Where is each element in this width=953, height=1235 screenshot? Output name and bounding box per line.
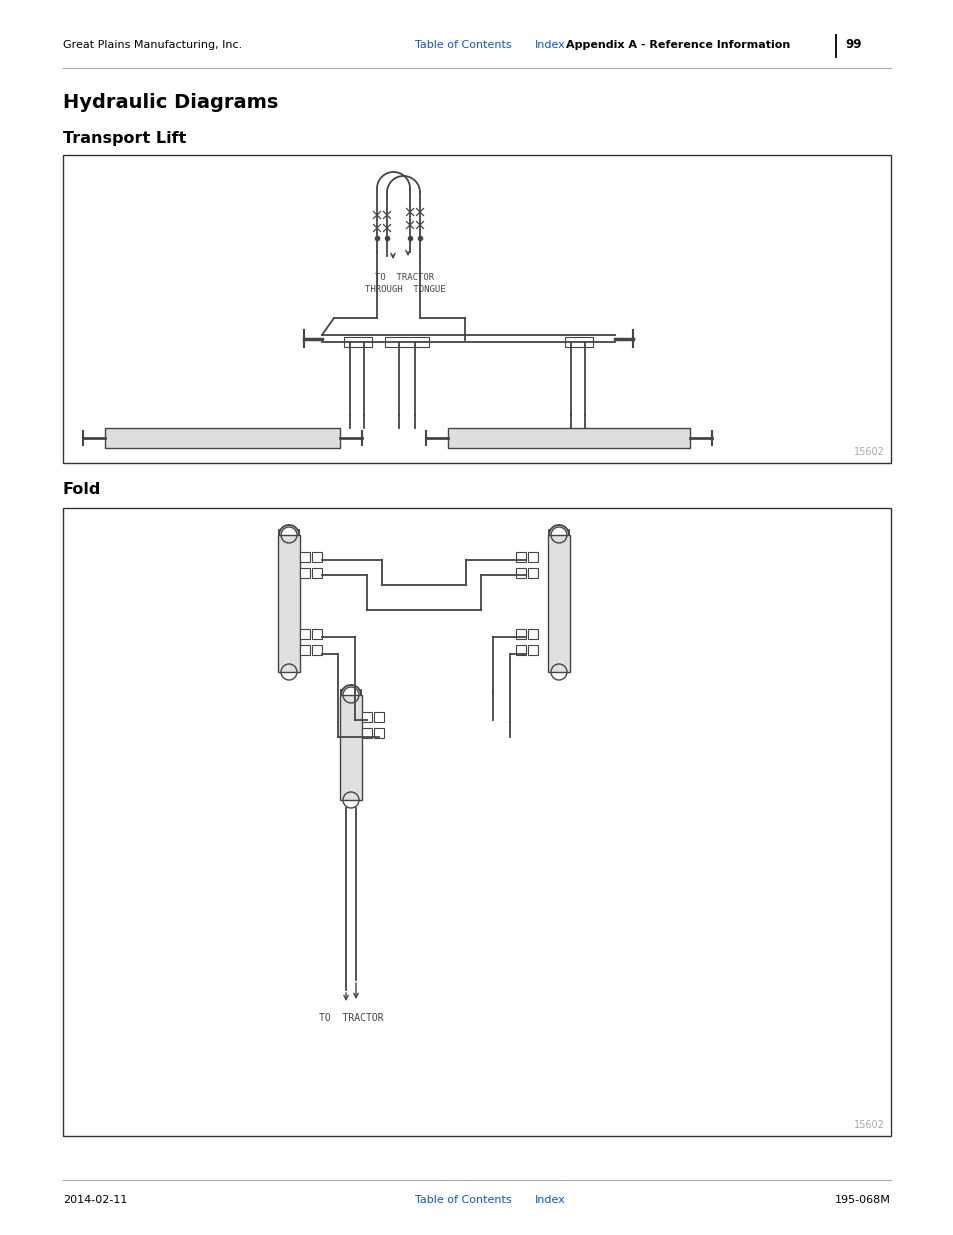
Bar bbox=[339, 695, 361, 800]
Text: THROUGH  TONGUE: THROUGH TONGUE bbox=[364, 285, 445, 294]
Text: 15602: 15602 bbox=[853, 447, 884, 457]
Bar bbox=[527, 645, 537, 655]
Bar bbox=[374, 727, 384, 739]
Bar bbox=[516, 629, 525, 638]
Bar bbox=[312, 552, 322, 562]
Bar bbox=[448, 429, 689, 448]
Bar bbox=[299, 629, 310, 638]
Bar bbox=[312, 629, 322, 638]
Bar bbox=[344, 337, 372, 347]
Bar bbox=[516, 568, 525, 578]
Text: Table of Contents: Table of Contents bbox=[415, 1195, 511, 1205]
Bar bbox=[299, 568, 310, 578]
Text: Transport Lift: Transport Lift bbox=[63, 131, 186, 146]
Bar bbox=[385, 337, 429, 347]
Text: Appendix A - Reference Information: Appendix A - Reference Information bbox=[565, 40, 789, 49]
Bar bbox=[312, 568, 322, 578]
Bar bbox=[361, 727, 372, 739]
Text: 195-068M: 195-068M bbox=[834, 1195, 890, 1205]
Bar bbox=[564, 337, 593, 347]
Bar bbox=[527, 552, 537, 562]
Bar bbox=[527, 629, 537, 638]
Text: TO  TRACTOR: TO TRACTOR bbox=[375, 273, 435, 282]
Text: Fold: Fold bbox=[63, 483, 101, 498]
Bar bbox=[516, 645, 525, 655]
Bar bbox=[527, 568, 537, 578]
Text: 15602: 15602 bbox=[853, 1120, 884, 1130]
Text: Great Plains Manufacturing, Inc.: Great Plains Manufacturing, Inc. bbox=[63, 40, 242, 49]
Text: Index: Index bbox=[535, 40, 565, 49]
Text: Hydraulic Diagrams: Hydraulic Diagrams bbox=[63, 94, 278, 112]
Bar bbox=[63, 508, 890, 1136]
Bar bbox=[312, 645, 322, 655]
Bar bbox=[547, 535, 569, 672]
Bar bbox=[516, 552, 525, 562]
Text: TO  TRACTOR: TO TRACTOR bbox=[318, 1013, 383, 1023]
Text: 99: 99 bbox=[844, 38, 861, 52]
Bar bbox=[299, 552, 310, 562]
Text: Index: Index bbox=[535, 1195, 565, 1205]
Text: 2014-02-11: 2014-02-11 bbox=[63, 1195, 128, 1205]
Text: Table of Contents: Table of Contents bbox=[415, 40, 511, 49]
Bar bbox=[277, 535, 299, 672]
Bar bbox=[63, 156, 890, 463]
Bar bbox=[299, 645, 310, 655]
Bar bbox=[361, 713, 372, 722]
Bar bbox=[105, 429, 339, 448]
Bar bbox=[374, 713, 384, 722]
